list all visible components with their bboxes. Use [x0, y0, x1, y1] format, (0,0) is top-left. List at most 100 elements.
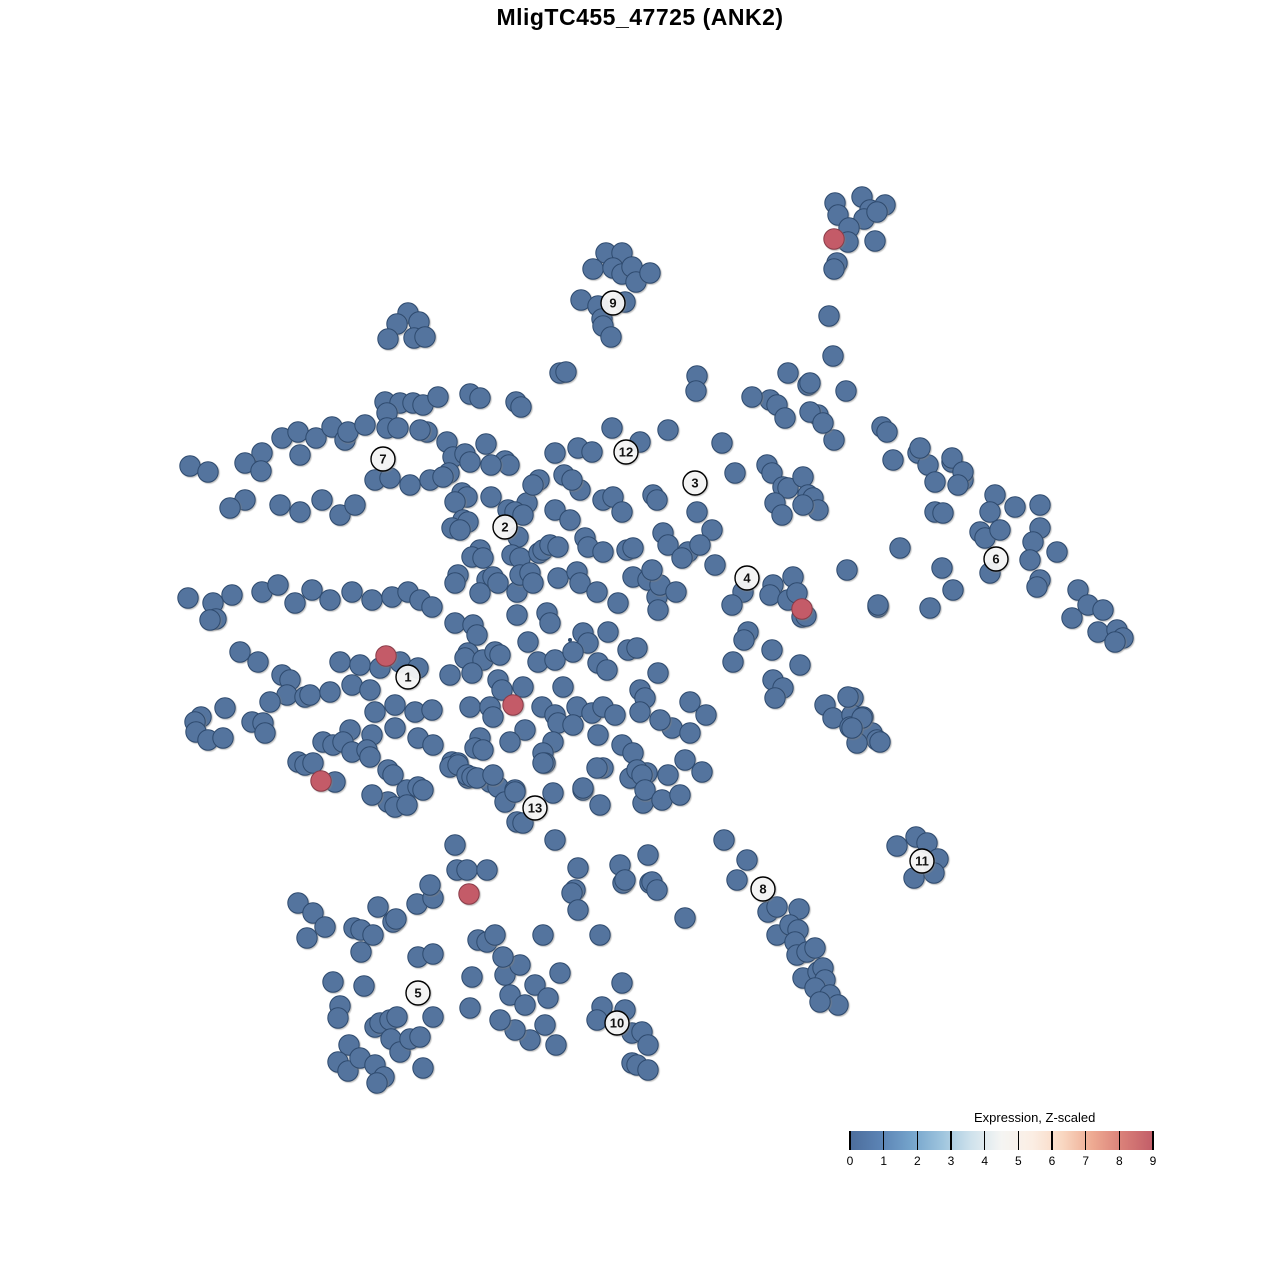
data-point	[484, 924, 506, 946]
data-point	[287, 892, 309, 914]
data-point	[386, 1006, 408, 1028]
cluster-label-text: 5	[414, 986, 421, 1001]
data-point	[544, 442, 566, 464]
data-point	[701, 519, 723, 541]
data-point	[562, 641, 584, 663]
data-point	[942, 579, 964, 601]
data-point	[657, 764, 679, 786]
data-point	[311, 489, 333, 511]
data-point	[444, 834, 466, 856]
data-point	[506, 604, 528, 626]
data-point	[514, 719, 536, 741]
data-point	[637, 844, 659, 866]
data-point	[510, 396, 532, 418]
data-point-high-expression	[458, 883, 480, 905]
data-point	[421, 596, 443, 618]
plot-title: MligTC455_47725 (ANK2)	[496, 4, 784, 30]
data-point	[1092, 599, 1114, 621]
data-point	[544, 499, 566, 521]
data-point	[519, 1029, 541, 1051]
data-point	[461, 662, 483, 684]
data-point	[567, 857, 589, 879]
cluster-label-text: 12	[619, 445, 633, 460]
data-point	[366, 1072, 388, 1094]
data-point	[586, 1009, 608, 1031]
data-point	[561, 469, 583, 491]
cluster-label-1: 1	[395, 664, 421, 690]
data-point	[979, 501, 1001, 523]
legend-title: Expression, Z-scaled	[974, 1110, 1096, 1125]
data-point	[432, 466, 454, 488]
data-point	[322, 971, 344, 993]
data-point	[647, 662, 669, 684]
legend-tick-mark	[1118, 1131, 1121, 1150]
data-point	[341, 581, 363, 603]
data-point	[459, 997, 481, 1019]
legend-tick-mark	[882, 1131, 885, 1150]
data-point	[522, 572, 544, 594]
data-point	[799, 372, 821, 394]
data-point	[299, 684, 321, 706]
data-point	[555, 361, 577, 383]
data-point	[422, 734, 444, 756]
cluster-label-3: 3	[682, 470, 708, 496]
data-point	[219, 497, 241, 519]
data-point	[377, 328, 399, 350]
data-point	[1029, 494, 1051, 516]
data-point	[604, 704, 626, 726]
data-point	[637, 1059, 659, 1081]
data-point	[177, 587, 199, 609]
legend-tick-label: 9	[1149, 1154, 1157, 1168]
data-point	[622, 537, 644, 559]
data-point	[444, 491, 466, 513]
data-point	[444, 572, 466, 594]
data-point	[581, 441, 603, 463]
data-point	[812, 412, 834, 434]
data-point	[254, 722, 276, 744]
data-point	[284, 592, 306, 614]
data-point	[522, 474, 544, 496]
data-point	[837, 686, 859, 708]
cluster-label-10: 10	[604, 1010, 630, 1036]
data-point	[637, 1034, 659, 1056]
data-point	[559, 509, 581, 531]
data-point	[517, 631, 539, 653]
data-point	[867, 594, 889, 616]
data-point	[354, 414, 376, 436]
legend-tick-label: 2	[913, 1154, 921, 1168]
data-point	[399, 474, 421, 496]
cluster-label-11: 11	[909, 848, 935, 874]
data-point	[789, 654, 811, 676]
legend-tick-label: 7	[1082, 1154, 1089, 1168]
data-point	[1046, 541, 1068, 563]
data-point	[499, 984, 521, 1006]
data-point	[539, 612, 561, 634]
data-point	[419, 874, 441, 896]
data-point	[344, 494, 366, 516]
data-point	[726, 869, 748, 891]
data-point-high-expression	[791, 598, 813, 620]
data-point	[919, 597, 941, 619]
data-point	[931, 557, 953, 579]
data-point	[695, 704, 717, 726]
data-point	[382, 764, 404, 786]
data-point	[611, 972, 633, 994]
data-point	[665, 581, 687, 603]
data-point	[646, 489, 668, 511]
data-point	[741, 386, 763, 408]
data-point	[924, 471, 946, 493]
cluster-label-8: 8	[750, 876, 776, 902]
data-point	[841, 717, 863, 739]
data-point	[384, 717, 406, 739]
cluster-label-13: 13	[522, 795, 548, 821]
data-point	[362, 924, 384, 946]
data-point	[689, 534, 711, 556]
data-point	[685, 380, 707, 402]
data-point	[809, 991, 831, 1013]
data-point	[651, 789, 673, 811]
data-point	[319, 681, 341, 703]
data-point	[649, 709, 671, 731]
legend-tick-mark	[1051, 1131, 1053, 1150]
data-point	[679, 691, 701, 713]
